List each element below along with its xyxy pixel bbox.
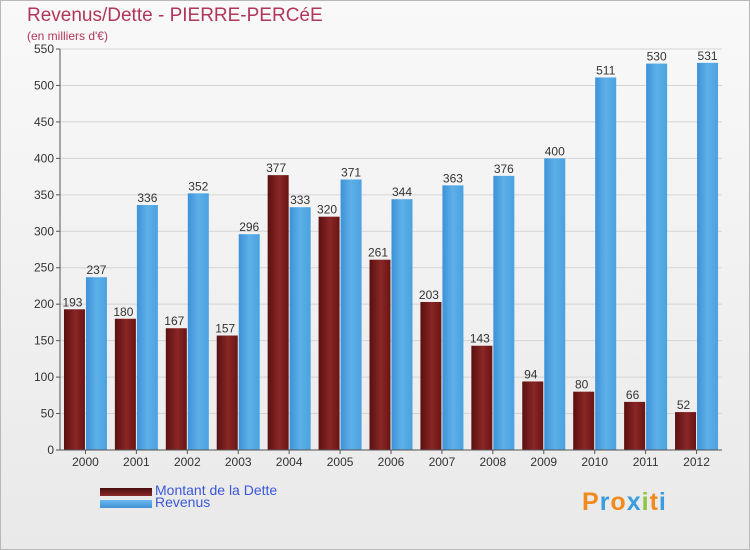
bar-dette-2005	[318, 216, 340, 450]
y-tick-label: 550	[34, 42, 54, 56]
y-tick-label: 250	[34, 261, 54, 275]
bars: 193 237 180 336 167 352 157 296 377 333 320 371 261 3…	[62, 49, 719, 451]
bar-dette-2009	[522, 381, 544, 450]
y-tick-label: 200	[34, 297, 54, 311]
legend-swatch-dette	[100, 488, 152, 496]
bar-revenus-2003	[238, 234, 260, 450]
legend-label-revenus: Revenus	[155, 494, 211, 510]
value-label-revenus-2007: 363	[443, 171, 463, 185]
value-label-dette-2002: 167	[164, 314, 184, 328]
bar-dette-2000	[63, 309, 85, 450]
bar-revenus-2008	[493, 175, 515, 450]
value-label-dette-2001: 180	[113, 305, 133, 319]
proxiti-logo: Proxiti	[582, 488, 667, 517]
y-tick-label: 350	[34, 188, 54, 202]
bar-dette-2011	[624, 401, 646, 450]
x-tick-label-2008: 2008	[479, 455, 506, 469]
logo-letter: P	[582, 488, 600, 516]
value-label-dette-2006: 261	[368, 246, 388, 260]
legend-label-dette: Montant de la Dette	[155, 482, 278, 498]
x-tick-label-2004: 2004	[276, 455, 303, 469]
bar-revenus-2010	[595, 77, 617, 451]
logo-letter: r	[599, 488, 611, 516]
y-tick-label: 100	[34, 370, 54, 384]
value-label-revenus-2010: 511	[596, 63, 615, 77]
value-label-dette-2009: 94	[524, 367, 538, 381]
bar-revenus-2000	[85, 277, 107, 450]
x-tick-label-2012: 2012	[683, 455, 710, 469]
x-tick-label-2003: 2003	[225, 455, 252, 469]
value-label-dette-2005: 320	[317, 203, 337, 217]
x-tick-label-2001: 2001	[123, 455, 150, 469]
bar-revenus-2005	[340, 179, 362, 451]
value-label-revenus-2000: 237	[86, 263, 106, 277]
x-tick-label-2002: 2002	[174, 455, 201, 469]
chart-subtitle: (en milliers d'€)	[27, 29, 108, 43]
x-tick-label-2007: 2007	[429, 455, 456, 469]
value-label-dette-2004: 377	[266, 161, 286, 175]
y-tick-label: 0	[47, 443, 54, 457]
chart-title: Revenus/Dette - PIERRE-PERCéE	[27, 5, 323, 26]
value-label-revenus-2009: 400	[545, 144, 565, 158]
y-axis-ticks: 0 50 100 150 200 250 300 350 400 450 500 550	[34, 42, 61, 457]
value-label-dette-2008: 143	[470, 332, 490, 346]
logo-letter: i	[641, 488, 650, 516]
bar-revenus-2006	[391, 199, 413, 450]
value-label-revenus-2008: 376	[494, 162, 514, 176]
value-label-dette-2011: 66	[626, 388, 640, 402]
logo-letter: t	[649, 488, 659, 516]
x-axis-ticks: 2000 2001 2002 2003 2004 2005 2006 2007 2008 2009…	[72, 450, 710, 469]
x-tick-label-2006: 2006	[378, 455, 405, 469]
value-label-revenus-2002: 352	[188, 179, 208, 193]
y-tick-label: 450	[34, 115, 54, 129]
value-label-dette-2007: 203	[419, 288, 439, 302]
y-tick-label: 150	[34, 334, 54, 348]
value-label-revenus-2011: 530	[647, 50, 667, 64]
grid-lines	[60, 48, 722, 451]
bar-dette-2007	[420, 301, 442, 450]
bar-revenus-2009	[544, 158, 566, 450]
value-label-revenus-2006: 344	[392, 185, 412, 199]
x-tick-label-2000: 2000	[72, 455, 99, 469]
value-label-dette-2010: 80	[575, 378, 589, 392]
y-tick-label: 400	[34, 151, 54, 165]
x-tick-label-2009: 2009	[530, 455, 557, 469]
bar-revenus-2012	[697, 62, 719, 451]
bar-dette-2008	[471, 345, 493, 450]
bar-dette-2012	[675, 412, 697, 450]
y-tick-label: 500	[34, 78, 54, 92]
bar-dette-2001	[114, 318, 136, 450]
value-label-dette-2000: 193	[62, 295, 82, 309]
bar-revenus-2004	[289, 207, 311, 450]
x-tick-label-2011: 2011	[633, 455, 659, 469]
y-tick-label: 300	[34, 224, 54, 238]
value-label-revenus-2003: 296	[239, 220, 259, 234]
legend-swatch-revenus	[100, 500, 152, 508]
logo-letter: i	[658, 488, 667, 516]
value-label-revenus-2012: 531	[698, 49, 718, 63]
value-label-revenus-2004: 333	[290, 193, 310, 207]
x-tick-label-2005: 2005	[327, 455, 354, 469]
bar-revenus-2001	[136, 205, 158, 450]
bar-revenus-2002	[187, 193, 209, 451]
bar-dette-2003	[216, 335, 238, 450]
value-label-revenus-2005: 371	[341, 166, 361, 180]
logo-letter: o	[610, 488, 627, 516]
value-label-dette-2012: 52	[677, 398, 691, 412]
x-tick-label-2010: 2010	[581, 455, 608, 469]
bar-dette-2002	[165, 328, 187, 450]
value-label-revenus-2001: 336	[137, 191, 157, 205]
bar-revenus-2011	[646, 63, 668, 450]
bar-revenus-2007	[442, 185, 464, 450]
y-tick-label: 50	[41, 407, 55, 421]
bar-dette-2004	[267, 175, 289, 450]
logo-letter: x	[626, 488, 642, 516]
value-label-dette-2003: 157	[215, 322, 235, 336]
bar-dette-2006	[369, 259, 391, 450]
bar-dette-2010	[573, 391, 595, 450]
